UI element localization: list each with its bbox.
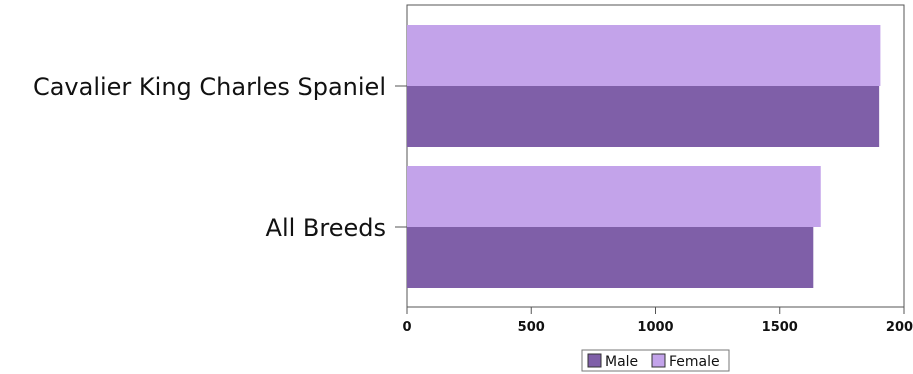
x-tick-label: 1000	[637, 320, 673, 335]
x-tick-label: 1500	[762, 320, 798, 335]
bars-group	[407, 25, 881, 288]
x-tick-label: 500	[518, 320, 545, 335]
bar-female-0	[407, 25, 881, 86]
bar-male-1	[407, 227, 814, 288]
legend-swatch-female	[651, 353, 666, 368]
category-label: Cavalier King Charles Spaniel	[33, 73, 386, 101]
legend-swatch-male	[587, 353, 602, 368]
x-axis: 0 500 1000 1500 2000	[402, 307, 913, 335]
bar-female-1	[407, 166, 821, 227]
bar-male-0	[407, 86, 880, 147]
category-axis: Cavalier King Charles Spaniel All Breeds	[33, 73, 407, 242]
category-label: All Breeds	[266, 214, 386, 242]
legend-label-female: Female	[669, 354, 720, 370]
x-tick-label: 0	[402, 320, 411, 335]
legend-label-male: Male	[605, 354, 638, 370]
legend: Male Female	[581, 349, 730, 372]
x-tick-label: 2000	[886, 320, 913, 335]
